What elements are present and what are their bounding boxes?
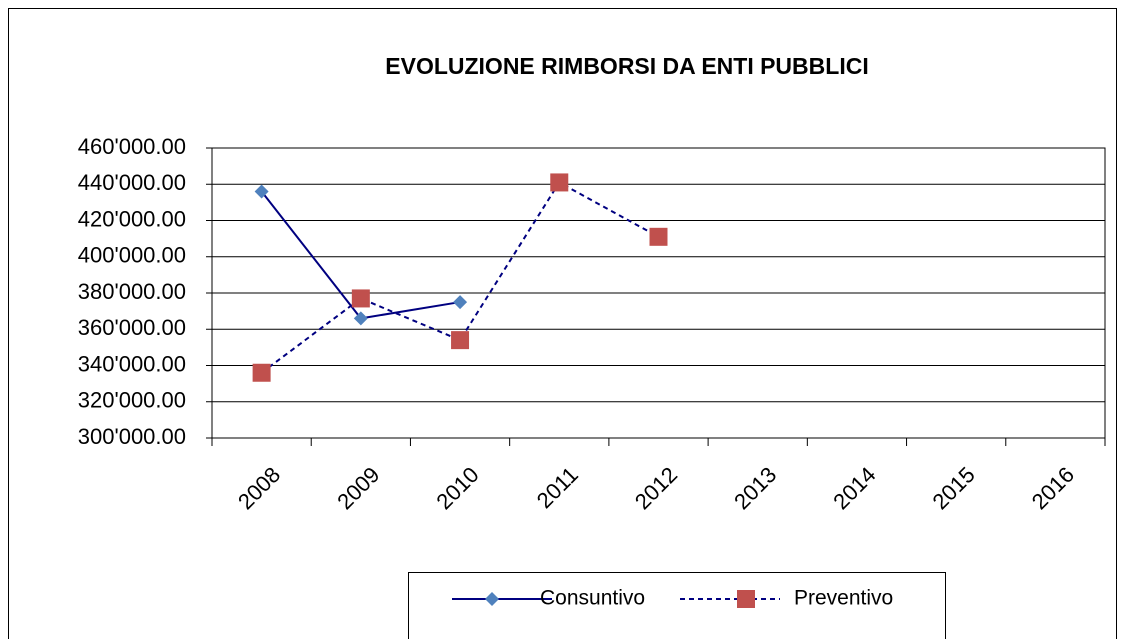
data-point (254, 184, 269, 199)
y-tick-label: 360'000.00 (78, 315, 186, 340)
legend-marker (737, 590, 755, 608)
y-tick-label: 460'000.00 (78, 134, 186, 159)
data-point (451, 331, 470, 350)
legend-label: Preventivo (794, 587, 893, 610)
legend: Consuntivo Preventivo (408, 572, 946, 639)
legend-marker (485, 592, 499, 606)
data-point (353, 311, 368, 326)
data-point (649, 227, 668, 246)
y-tick-label: 300'000.00 (78, 424, 186, 449)
y-tick-label: 420'000.00 (78, 206, 186, 231)
legend-box (408, 572, 946, 639)
data-point (351, 289, 370, 308)
series-line (261, 181, 659, 374)
data-point (550, 173, 569, 192)
y-tick-label: 380'000.00 (78, 279, 186, 304)
chart-title: EVOLUZIONE RIMBORSI DA ENTI PUBBLICI (385, 53, 868, 79)
y-tick-label: 440'000.00 (78, 170, 186, 195)
y-tick-label: 340'000.00 (78, 351, 186, 376)
legend-label: Consuntivo (540, 587, 645, 610)
y-tick-label: 320'000.00 (78, 388, 186, 413)
data-point (252, 363, 271, 382)
data-point (453, 295, 468, 310)
y-tick-label: 400'000.00 (78, 243, 186, 268)
